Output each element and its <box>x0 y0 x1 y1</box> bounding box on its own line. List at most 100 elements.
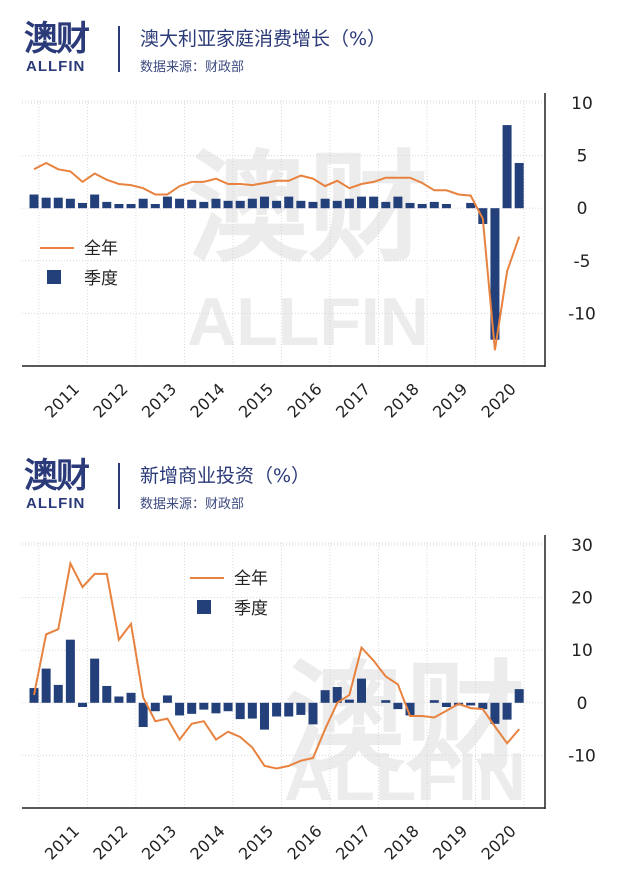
legend-bar-icon <box>197 600 211 614</box>
quarterly-bar <box>272 702 282 717</box>
quarterly-bar <box>369 196 379 209</box>
watermark-text: ALLFIN <box>284 739 526 815</box>
quarterly-bar <box>247 702 257 719</box>
quarterly-bar <box>150 702 160 712</box>
quarterly-bar <box>29 688 39 703</box>
quarterly-bar <box>150 203 160 209</box>
quarterly-bar <box>393 196 403 209</box>
quarterly-bar <box>441 702 451 708</box>
quarterly-bar <box>344 198 354 209</box>
legend-label-annual: 全年 <box>84 239 118 259</box>
quarterly-bar <box>284 702 294 717</box>
quarterly-bar <box>478 702 488 710</box>
quarterly-bar <box>381 201 391 209</box>
quarterly-bar <box>441 203 451 209</box>
legend-label-quarterly: 季度 <box>234 599 268 619</box>
quarterly-bar <box>187 199 197 209</box>
quarterly-bar <box>417 203 427 209</box>
quarterly-bar <box>405 202 415 209</box>
quarterly-bar <box>138 198 148 209</box>
quarterly-bar <box>102 685 112 703</box>
quarterly-bar <box>320 690 330 703</box>
quarterly-bar <box>90 658 100 703</box>
legend-bar-icon <box>47 270 61 284</box>
quarterly-bar <box>211 702 221 714</box>
y-tick-label: 0 <box>577 694 588 714</box>
quarterly-bar <box>405 702 415 716</box>
watermark-text: ALLFIN <box>187 284 429 360</box>
quarterly-bar <box>332 687 342 703</box>
quarterly-bar <box>357 678 367 703</box>
quarterly-bar <box>162 196 172 209</box>
quarterly-bar <box>53 197 63 209</box>
quarterly-bar <box>490 208 500 340</box>
quarterly-bar <box>199 702 209 710</box>
quarterly-bar <box>284 196 294 209</box>
y-tick-label: 20 <box>571 589 593 609</box>
quarterly-bar <box>175 702 185 716</box>
logo-text: 澳财 <box>24 19 90 59</box>
quarterly-bar <box>102 201 112 209</box>
x-tick-label: 2014 <box>186 821 228 863</box>
x-tick-label: 2011 <box>41 821 83 863</box>
quarterly-bar <box>429 700 439 703</box>
x-tick-label: 2017 <box>332 821 374 863</box>
legend-label-annual: 全年 <box>234 569 268 589</box>
quarterly-bar <box>296 702 306 715</box>
y-tick-label: -5 <box>574 252 591 272</box>
y-tick-label: 10 <box>571 641 593 661</box>
watermark-logo: 澳财 <box>285 650 525 789</box>
quarterly-bar <box>514 689 524 703</box>
chart-source: 数据来源：财政部 <box>140 497 245 512</box>
x-tick-label: 2015 <box>235 821 277 863</box>
quarterly-bar <box>393 702 403 710</box>
chart-title: 澳大利亚家庭消费增长（%） <box>140 28 387 50</box>
quarterly-bar <box>199 201 209 209</box>
quarterly-bar <box>223 702 233 712</box>
quarterly-bar <box>41 197 51 209</box>
quarterly-bar <box>29 194 39 209</box>
quarterly-bar <box>187 702 197 714</box>
quarterly-bar <box>344 699 354 703</box>
quarterly-bar <box>65 198 75 209</box>
x-tick-label: 2018 <box>381 821 423 863</box>
quarterly-bar <box>332 200 342 209</box>
quarterly-bar <box>247 198 257 209</box>
quarterly-bar <box>296 200 306 209</box>
quarterly-bar <box>90 194 100 209</box>
quarterly-bar <box>211 198 221 209</box>
logo-subtext: ALLFIN <box>26 58 86 75</box>
x-tick-label: 2012 <box>89 821 131 863</box>
quarterly-bar <box>235 702 245 720</box>
chart-header-1: 澳财 ALLFIN 澳大利亚家庭消费增长（%） 数据来源：财政部 <box>0 20 640 90</box>
quarterly-bar <box>259 196 269 209</box>
header-divider <box>118 463 120 509</box>
quarterly-bar <box>478 208 488 224</box>
quarterly-bar <box>78 702 88 708</box>
quarterly-bar <box>114 203 124 209</box>
quarterly-bar <box>65 639 75 703</box>
y-tick-label: -10 <box>568 746 596 766</box>
legend-label-quarterly: 季度 <box>84 269 118 289</box>
quarterly-bar <box>162 695 172 703</box>
quarterly-bar <box>320 198 330 209</box>
annual-line <box>33 161 521 351</box>
quarterly-bar <box>514 162 524 209</box>
quarterly-bar <box>466 202 476 209</box>
quarterly-bar <box>381 700 391 703</box>
y-tick-label: 0 <box>577 199 588 219</box>
quarterly-bar <box>114 696 124 703</box>
quarterly-bar <box>138 702 148 727</box>
quarterly-bar <box>502 702 512 720</box>
quarterly-bar <box>41 668 51 703</box>
y-tick-label: 30 <box>571 536 593 556</box>
quarterly-bar <box>357 196 367 209</box>
chart-source: 数据来源：财政部 <box>140 60 245 75</box>
quarterly-bar <box>466 702 476 706</box>
quarterly-bar <box>78 202 88 209</box>
logo-subtext: ALLFIN <box>26 495 86 512</box>
chart-header-2: 澳财 ALLFIN 新增商业投资（%） 数据来源：财政部 <box>0 457 640 527</box>
chart-title: 新增商业投资（%） <box>140 465 311 487</box>
